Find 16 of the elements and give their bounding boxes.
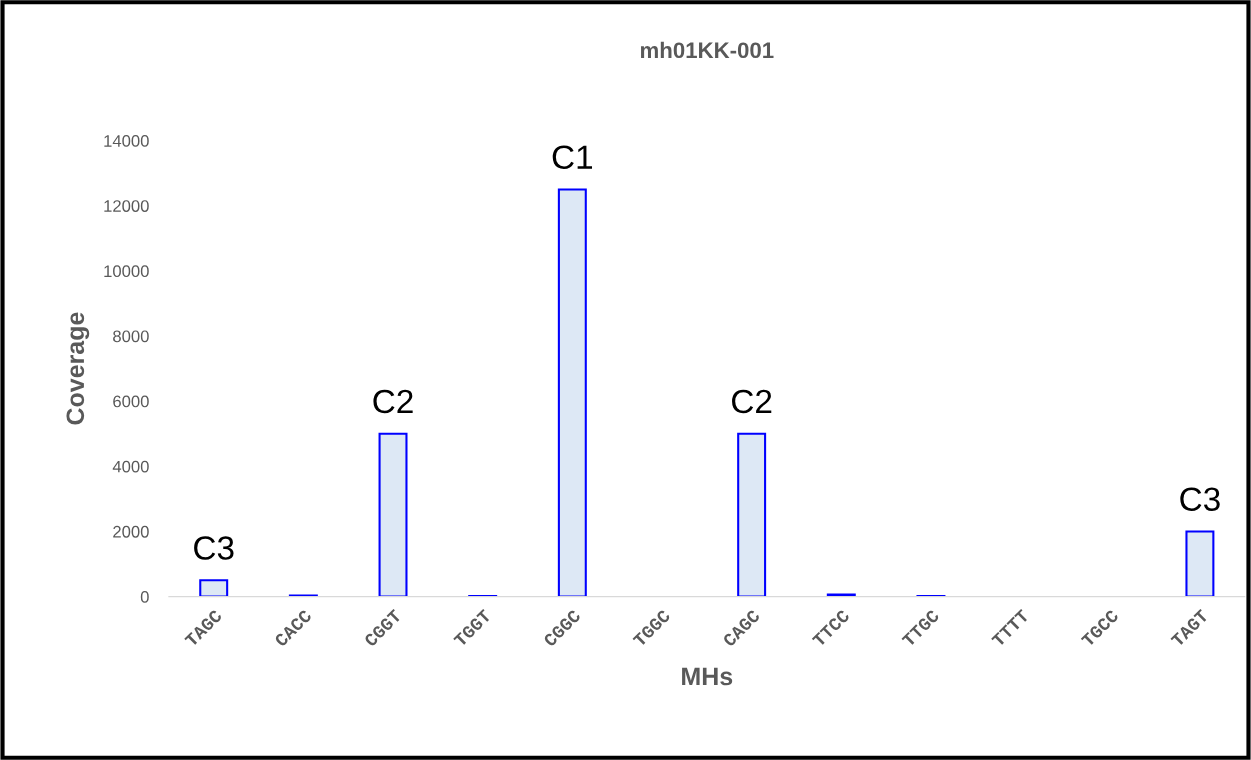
y-tick-label: 2000 [113,525,149,538]
chart-title: mh01KK-001 [640,41,774,59]
y-tick-label: 12000 [104,200,149,212]
annotation: C3 [194,536,234,560]
y-tick-label: 0 [140,591,149,603]
x-axis-title: MHs [682,667,733,686]
y-tick-label: 6000 [113,395,149,408]
y-axis-title: Coverage [66,312,90,425]
annotation: C2 [732,389,772,414]
y-tick-label: 14000 [104,135,149,147]
annotation: C2 [373,389,413,414]
annotation: C1 [552,145,593,169]
y-tick-label: 4000 [112,460,149,473]
y-tick-label: 8000 [113,330,149,343]
annotation: C3 [1180,487,1220,511]
y-tick-label: 10000 [104,265,149,278]
